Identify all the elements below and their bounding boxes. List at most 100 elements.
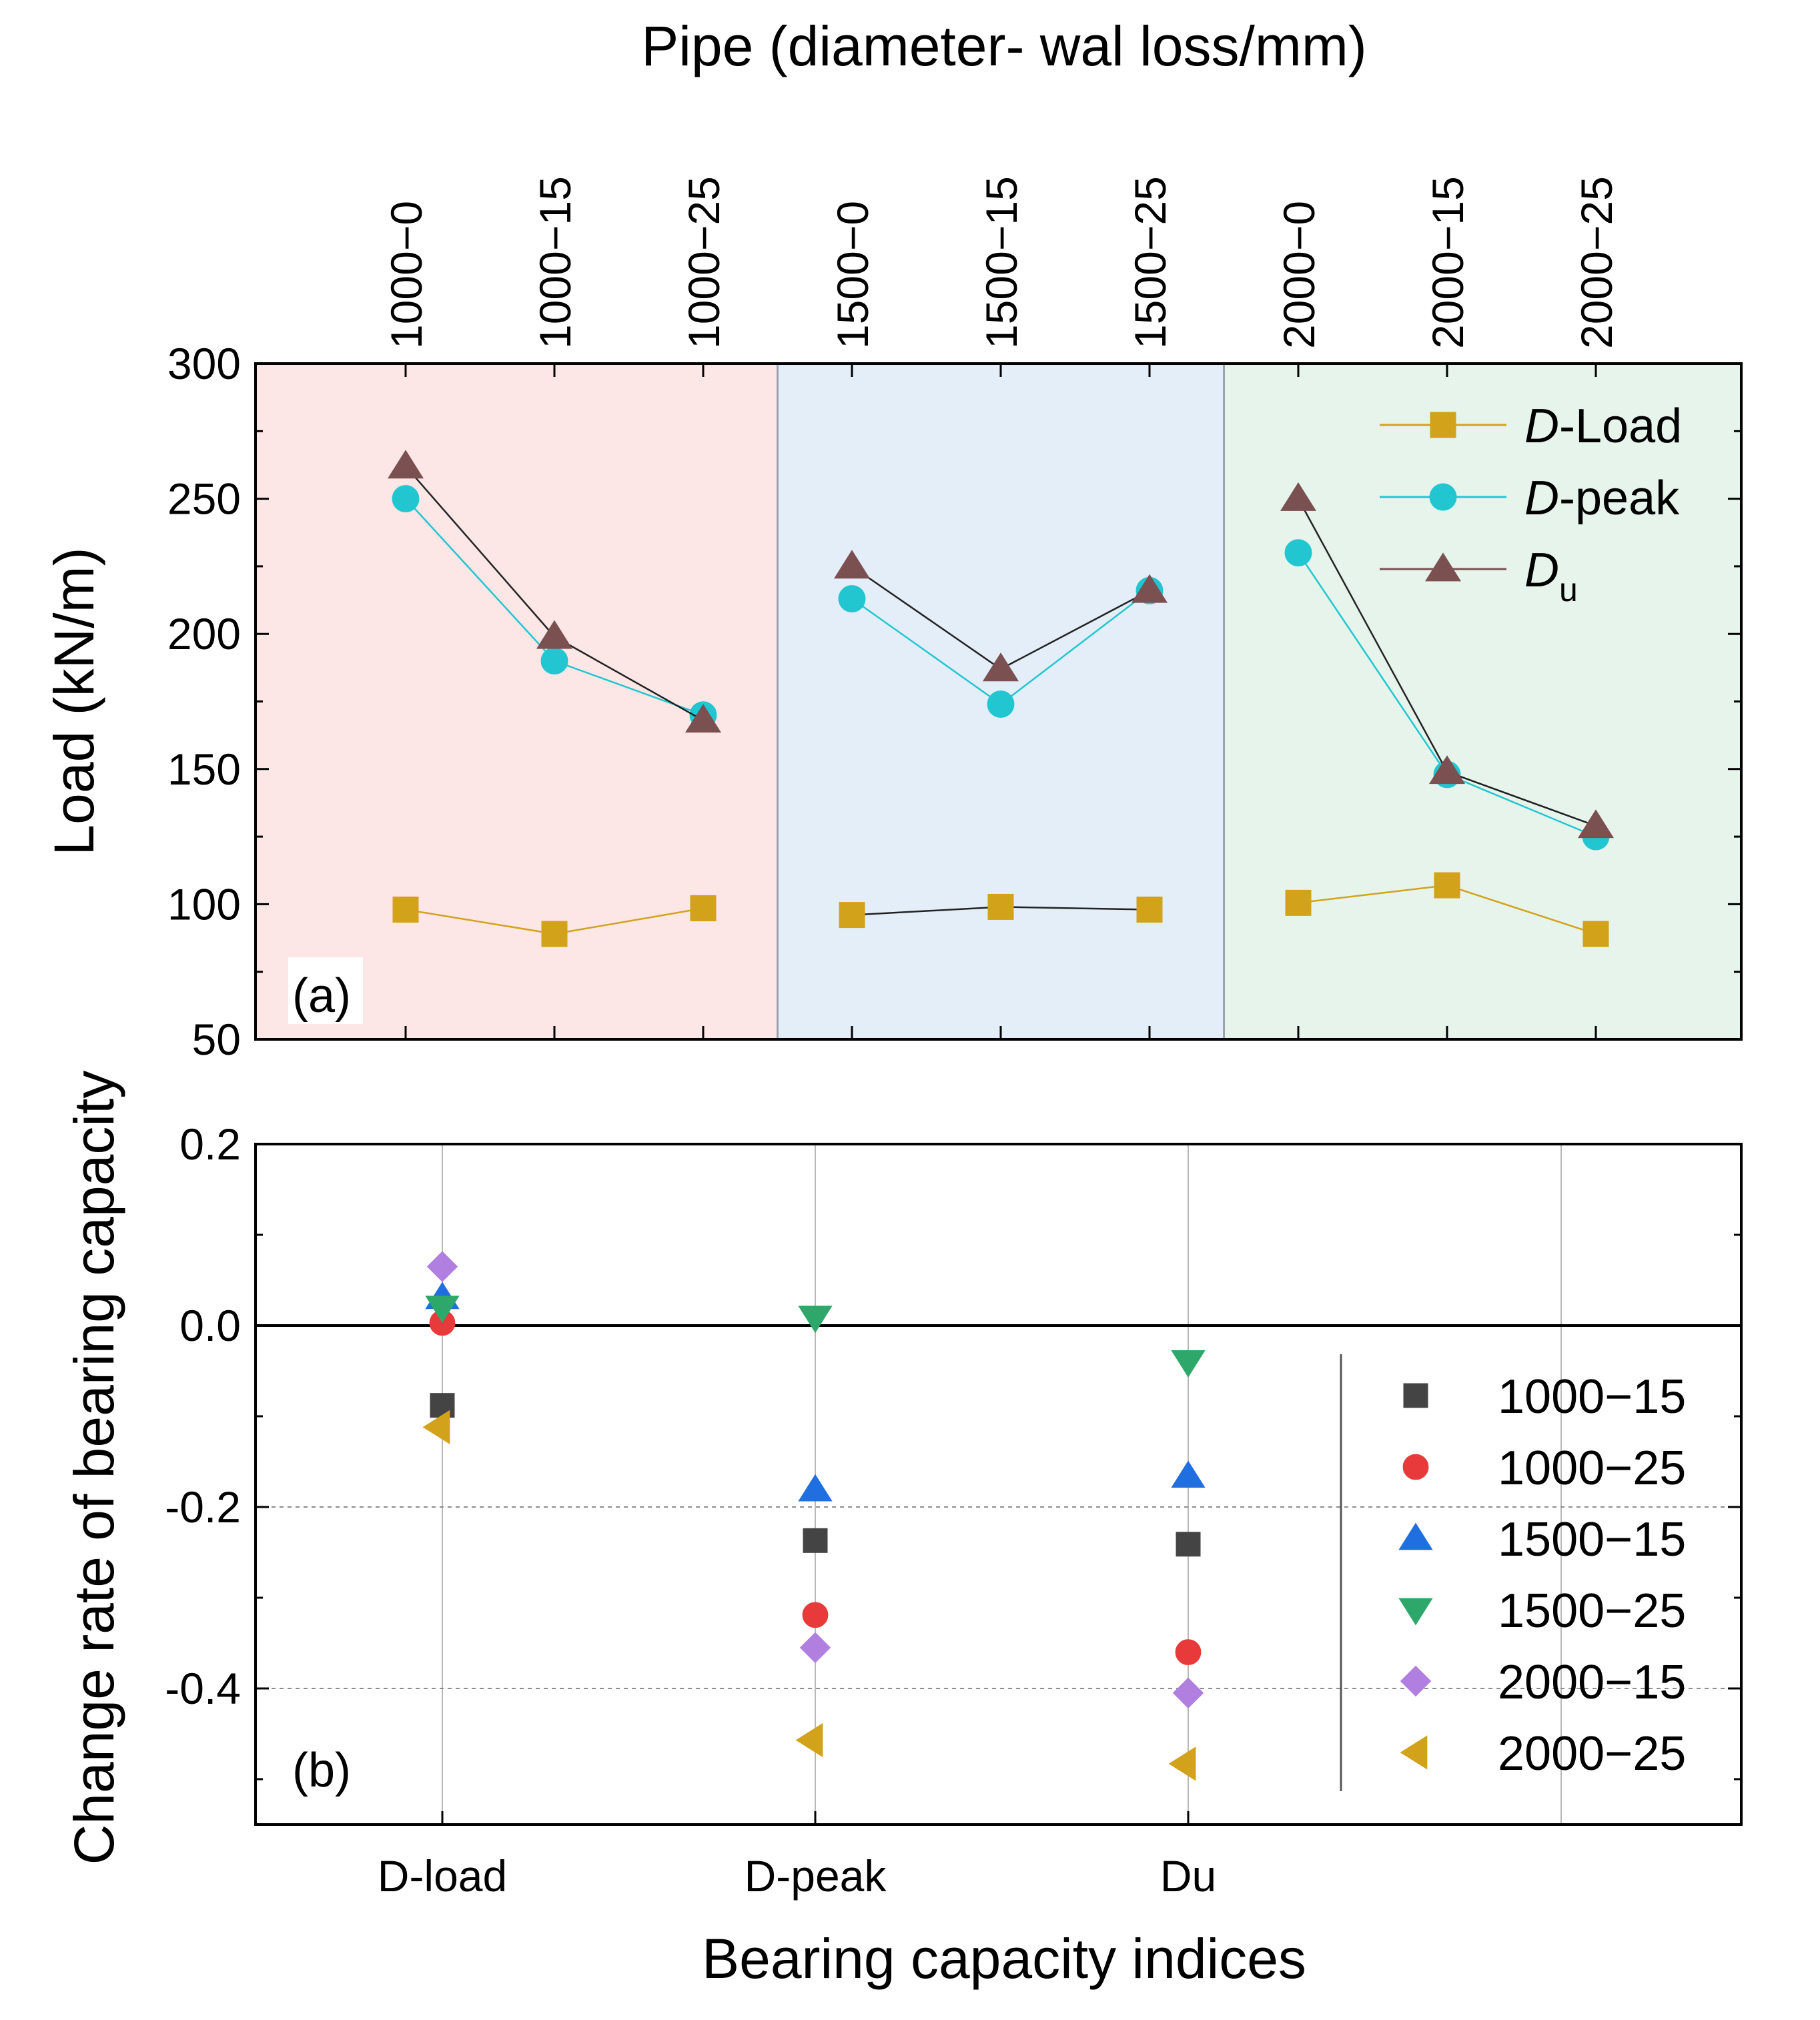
plot-frame-b — [254, 1143, 1743, 1826]
legend-label-1500−15: 1500−15 — [1498, 1513, 1686, 1566]
data-point-1000−25 — [1175, 1639, 1202, 1666]
legend-label-2000−25: 2000−25 — [1498, 1727, 1686, 1781]
x-category-label: Du — [1160, 1851, 1216, 1901]
data-point-D-peak — [838, 585, 866, 612]
y-tick-label-b: 0.0 — [179, 1301, 241, 1350]
y-tick-label-b: -0.2 — [165, 1482, 241, 1532]
data-point-D-Load — [1285, 889, 1312, 916]
legend-rest-part: -Load — [1559, 400, 1682, 453]
category-label-top: 1500−0 — [828, 201, 877, 349]
legend-label-1000−15: 1000−15 — [1498, 1370, 1686, 1424]
data-point-2000−15 — [1172, 1677, 1204, 1709]
data-point-D-peak — [1284, 539, 1312, 567]
data-point-2000−15 — [426, 1251, 458, 1282]
group-band-2000 — [1224, 364, 1741, 1039]
category-label-top: 1000−25 — [679, 176, 729, 349]
legend-label-D-Load: D-Load — [1524, 400, 1682, 453]
y-tick-label-a: 200 — [167, 609, 241, 658]
data-point-D-Load — [987, 893, 1014, 920]
data-point-D-Load — [1582, 921, 1609, 947]
data-point-D-peak — [392, 485, 420, 513]
panel-label-b: (b) — [292, 1744, 351, 1797]
data-point-1000−25 — [802, 1602, 829, 1628]
data-point-1000−15 — [430, 1393, 455, 1418]
data-point-Du — [685, 704, 722, 733]
legend-italic-part: D — [1524, 472, 1559, 525]
series-1500−25 — [425, 1296, 1206, 1378]
panel-b: -0.4 -0.2 0.0 0.2 D-load D-peak Du Bearing capa… — [63, 1071, 1743, 1990]
group-band-1000 — [256, 364, 778, 1039]
y-axis-title-b: Change rate of bearing capacity — [63, 1071, 125, 1865]
x-category-label: D-peak — [745, 1851, 887, 1901]
data-point-D-Load — [392, 897, 419, 923]
data-point-2000−25 — [422, 1410, 450, 1444]
data-point-D-Load — [690, 895, 717, 921]
data-point-1500−25 — [798, 1306, 833, 1334]
data-point-1500−25 — [425, 1296, 460, 1324]
series-1000−15 — [430, 1393, 1201, 1557]
legend-marker-2000−15 — [1400, 1665, 1432, 1697]
y-tick-label-b: -0.4 — [165, 1664, 241, 1713]
x-category-label: D-load — [378, 1851, 507, 1901]
category-label-top: 2000−15 — [1423, 176, 1472, 349]
top-axis-title: Pipe (diameter- wal loss/mm) — [641, 15, 1367, 77]
y-tick-label-a: 250 — [167, 474, 241, 524]
data-point-2000−25 — [795, 1722, 823, 1758]
legend-marker-1000−25 — [1402, 1454, 1429, 1480]
data-point-1500−15 — [798, 1474, 833, 1502]
legend-b: 1000−15 1000−25 1500−15 1500−25 2000−15 2000−… — [1340, 1354, 1686, 1791]
data-point-D-Load — [1136, 897, 1163, 923]
legend-label-Du: Du — [1524, 544, 1578, 608]
x-axis-title-b: Bearing capacity indices — [702, 1927, 1306, 1990]
legend-label-1500−25: 1500−25 — [1498, 1584, 1686, 1638]
panel-label-a: (a) — [292, 969, 351, 1023]
data-point-2000−15 — [799, 1632, 831, 1664]
data-point-Du — [1428, 755, 1466, 785]
panel-label-bg-a — [288, 957, 363, 1024]
legend-marker-1500−15 — [1398, 1522, 1433, 1550]
data-point-Du — [387, 450, 424, 479]
legend-marker-D-peak — [1429, 483, 1457, 511]
legend-subscript: u — [1559, 571, 1578, 608]
data-point-D-Load — [541, 921, 568, 947]
data-point-1000−15 — [1176, 1532, 1201, 1557]
legend-label-D-peak: D-peak — [1524, 472, 1680, 525]
data-point-Du — [1280, 482, 1317, 511]
category-label-top: 1000−0 — [382, 201, 431, 349]
data-point-D-Load — [839, 902, 865, 929]
data-point-Du — [1131, 574, 1168, 603]
legend-rest-part: -peak — [1559, 472, 1680, 525]
series-Du — [387, 450, 1615, 839]
legend-label-1000−25: 1000−25 — [1498, 1442, 1686, 1495]
legend-marker-Du — [1424, 552, 1462, 582]
data-point-Du — [982, 652, 1019, 682]
legend-marker-1000−15 — [1403, 1383, 1428, 1408]
panel-a: 50 100 150 200 250 300 1000−0 1000−15 1000−25 150… — [43, 15, 1743, 1064]
series-2000−15 — [426, 1251, 1204, 1709]
data-point-D-peak — [540, 647, 568, 675]
data-point-1500−15 — [1171, 1460, 1206, 1488]
legend-marker-D-Load — [1430, 412, 1456, 438]
y-tick-label-a: 300 — [167, 339, 241, 388]
legend-label-2000−15: 2000−15 — [1498, 1656, 1686, 1709]
category-label-top: 1500−25 — [1125, 176, 1175, 349]
category-label-top: 2000−25 — [1572, 176, 1621, 349]
legend-marker-1500−25 — [1398, 1598, 1433, 1626]
y-tick-label-a: 100 — [167, 879, 241, 929]
category-label-top: 1500−15 — [977, 176, 1026, 349]
data-point-1000−15 — [803, 1528, 828, 1553]
data-point-D-peak — [987, 690, 1015, 718]
y-axis-title-a: Load (kN/m) — [43, 547, 105, 855]
category-label-top: 2000−0 — [1274, 201, 1324, 349]
legend-italic-part: D — [1524, 544, 1559, 597]
y-tick-label-a: 150 — [167, 744, 241, 794]
legend-marker-2000−25 — [1400, 1735, 1428, 1770]
legend-italic-part: D — [1524, 400, 1559, 453]
data-point-2000−25 — [1168, 1746, 1196, 1781]
y-tick-label-a: 50 — [192, 1015, 241, 1064]
data-point-Du — [1577, 809, 1615, 839]
data-point-Du — [536, 620, 573, 649]
series-D-Load — [392, 872, 1609, 947]
